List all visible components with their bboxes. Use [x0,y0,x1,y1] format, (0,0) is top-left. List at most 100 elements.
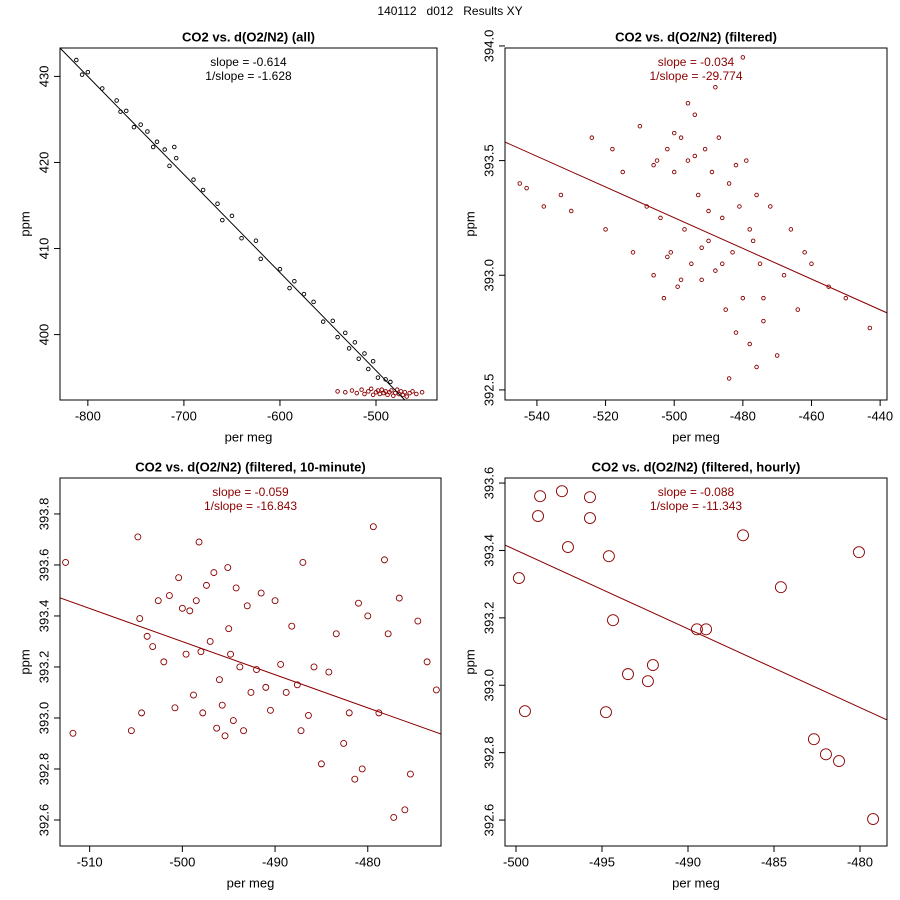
point [646,659,659,671]
y-tick-label: 393.4 [36,600,51,633]
point [359,387,364,392]
point [395,594,403,602]
point [802,250,807,255]
point [700,623,713,636]
x-tick-label: -520 [593,408,619,423]
fit-line [505,141,887,314]
point [366,389,371,394]
fit-line [60,48,406,400]
point [675,284,680,289]
point [229,717,237,724]
point [368,386,374,392]
point [689,261,694,267]
x-tick-label: -460 [798,408,824,423]
point [240,727,247,735]
point [186,607,194,615]
point [210,569,218,577]
x-axis-label: per meg [227,875,275,890]
point [781,273,787,278]
point [819,748,832,761]
x-tick-label: -500 [661,408,687,423]
point [370,392,376,398]
point [637,123,643,129]
point [740,55,746,60]
point [145,129,150,134]
x-tick-label: -500 [363,408,389,423]
point [85,69,91,75]
point [692,112,698,117]
point [297,727,305,735]
point [555,485,568,498]
y-tick-label: 393.6 [481,467,496,500]
y-tick-label: 392.8 [481,736,496,769]
y-tick-label: 393.2 [36,651,51,684]
point [335,389,340,394]
y-tick-label: 392.6 [36,804,51,837]
point [288,622,296,630]
point [167,163,172,169]
point [356,356,361,361]
annotation: 1/slope = -16.843 [204,499,297,513]
point [750,238,756,244]
plot-frame [59,477,442,847]
point [833,755,845,768]
point [134,533,142,541]
point [603,227,608,232]
point [678,135,684,140]
point [733,330,739,335]
point [754,364,759,370]
point [558,192,564,198]
point [362,391,367,397]
point [236,663,244,671]
point [340,740,348,747]
x-tick-label: -540 [524,408,550,423]
point [379,387,385,392]
point [301,291,307,297]
point [178,604,186,612]
point [213,724,221,732]
point [414,391,419,397]
point [706,238,711,244]
point [182,650,190,658]
fit-line [505,544,887,721]
point [335,334,340,340]
point [809,261,814,267]
point [243,602,251,610]
point [165,592,173,600]
point [737,529,749,542]
y-tick-label: 393.4 [481,534,496,567]
point [352,340,358,345]
x-axis-label: per meg [225,429,273,444]
point [867,325,873,331]
point [404,394,409,399]
y-tick-label: 393.0 [481,669,496,702]
point [171,704,179,712]
point [726,181,732,186]
point [788,227,794,232]
point [149,643,157,651]
point [218,701,226,709]
plot-frame [504,47,888,401]
point [761,318,766,324]
y-tick-label: 392.5 [481,374,496,407]
chart-title: CO2 vs. d(O2/N2) (filtered, 10-minute) [135,459,365,474]
point [747,227,752,232]
fit-line [60,597,441,735]
point [843,295,849,301]
point [364,612,372,620]
point [716,135,722,140]
point [562,541,574,554]
annotation: slope = -0.614 [210,55,287,69]
point [317,760,325,768]
point [173,155,179,161]
annotation: 1/slope = -11.343 [650,499,743,513]
point [419,390,425,395]
point [383,377,388,382]
point [229,213,235,219]
point [162,147,167,152]
point [685,101,691,106]
point [600,706,612,719]
y-tick-label: 400 [36,324,51,346]
point [695,192,701,198]
y-axis-label: ppm [462,649,477,674]
